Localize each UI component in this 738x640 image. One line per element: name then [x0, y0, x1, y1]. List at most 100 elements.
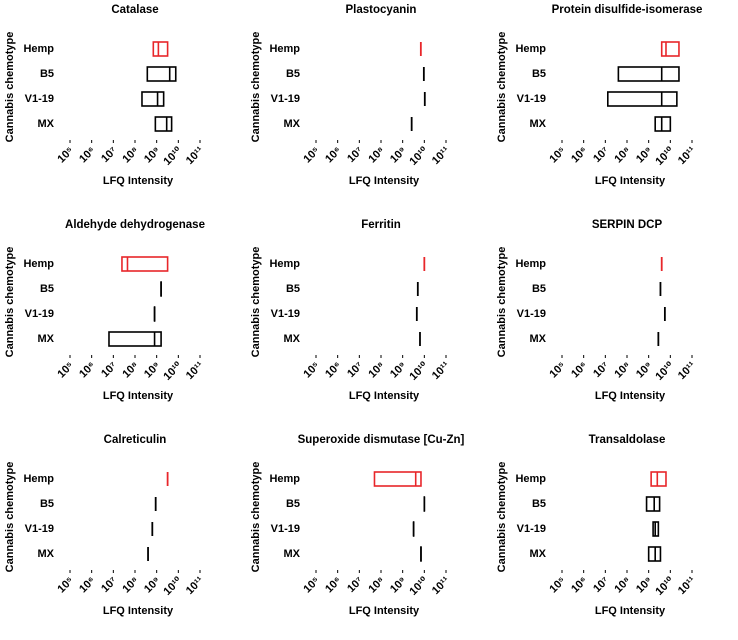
chart-title: Superoxide dismutase [Cu-Zn] — [298, 434, 465, 446]
x-tick-label: 10⁵ — [301, 145, 322, 166]
range-bar — [617, 66, 680, 82]
range-bar — [121, 256, 169, 272]
x-tick-label: 10⁸ — [612, 575, 633, 596]
range-bar — [660, 41, 680, 57]
x-tick-label: 10¹¹ — [676, 574, 699, 597]
x-tick-label: 10⁷ — [591, 574, 612, 595]
y-tick-label: V1-19 — [517, 523, 546, 535]
x-tick-label: 10⁸ — [366, 575, 387, 596]
x-tick-label: 10⁷ — [345, 359, 366, 380]
y-tick-label: MX — [284, 118, 301, 130]
x-tick-label: 10⁵ — [55, 145, 76, 166]
x-tick-label: 10⁶ — [323, 575, 344, 596]
y-tick-label: B5 — [286, 283, 300, 295]
x-tick-label: 10⁸ — [120, 360, 141, 381]
y-tick-label: V1-19 — [271, 523, 300, 535]
x-axis-label: LFQ Intensity — [103, 390, 174, 402]
x-tick-label: 10⁸ — [366, 360, 387, 381]
x-tick-label: 10⁷ — [99, 359, 120, 380]
y-tick-label: Hemp — [23, 43, 54, 55]
x-tick-label: 10¹¹ — [184, 359, 207, 382]
range-bar — [654, 116, 672, 132]
x-tick-label: 10¹¹ — [676, 359, 699, 382]
y-tick-label: B5 — [532, 498, 546, 510]
x-tick-label: 10⁷ — [591, 144, 612, 165]
x-tick-label: 10⁷ — [99, 574, 120, 595]
y-axis-label: Cannabis chemotype — [496, 247, 508, 358]
chart-title: Transaldolase — [589, 434, 666, 446]
x-tick-label: 10⁹ — [388, 360, 409, 381]
y-tick-label: Hemp — [515, 43, 546, 55]
chart-title: Calreticulin — [104, 434, 167, 446]
chart-title: Ferritin — [361, 219, 401, 231]
y-tick-label: Hemp — [515, 473, 546, 485]
range-bar — [650, 471, 667, 487]
x-axis-label: LFQ Intensity — [595, 390, 666, 402]
x-tick-label: 10¹⁰ — [407, 575, 430, 598]
x-tick-label: 10⁷ — [99, 144, 120, 165]
y-tick-label: V1-19 — [271, 308, 300, 320]
x-tick-label: 10¹¹ — [430, 359, 453, 382]
x-tick-label: 10⁵ — [547, 145, 568, 166]
range-bar — [373, 471, 422, 487]
y-axis-label: Cannabis chemotype — [250, 32, 262, 143]
x-tick-label: 10⁶ — [569, 575, 590, 596]
x-tick-label: 10⁹ — [388, 145, 409, 166]
y-tick-label: MX — [284, 548, 301, 560]
x-tick-label: 10¹¹ — [676, 144, 699, 167]
x-tick-label: 10¹¹ — [430, 144, 453, 167]
x-tick-label: 10⁶ — [77, 575, 98, 596]
x-tick-label: 10¹⁰ — [161, 145, 184, 168]
x-tick-label: 10¹⁰ — [407, 145, 430, 168]
y-axis-label: Cannabis chemotype — [4, 32, 16, 143]
x-tick-label: 10⁵ — [547, 360, 568, 381]
y-tick-label: B5 — [40, 283, 54, 295]
chart-title: SERPIN DCP — [592, 219, 663, 231]
y-tick-label: B5 — [532, 283, 546, 295]
x-tick-label: 10¹⁰ — [161, 575, 184, 598]
y-tick-label: V1-19 — [517, 308, 546, 320]
x-axis-label: LFQ Intensity — [595, 175, 666, 187]
x-tick-label: 10⁹ — [388, 575, 409, 596]
y-tick-label: V1-19 — [517, 93, 546, 105]
y-tick-label: MX — [530, 333, 547, 345]
x-tick-label: 10⁸ — [120, 575, 141, 596]
y-tick-label: MX — [530, 118, 547, 130]
x-tick-label: 10⁹ — [634, 360, 655, 381]
x-tick-label: 10¹⁰ — [653, 575, 676, 598]
x-tick-label: 10⁸ — [612, 145, 633, 166]
x-axis-label: LFQ Intensity — [349, 175, 420, 187]
y-axis-label: Cannabis chemotype — [496, 462, 508, 573]
y-tick-label: MX — [38, 548, 55, 560]
x-tick-label: 10¹¹ — [184, 574, 207, 597]
y-tick-label: Hemp — [269, 473, 300, 485]
x-axis-label: LFQ Intensity — [595, 605, 666, 617]
range-bar — [607, 91, 678, 107]
y-tick-label: MX — [284, 333, 301, 345]
x-tick-label: 10⁷ — [345, 574, 366, 595]
x-tick-label: 10⁵ — [301, 360, 322, 381]
y-tick-label: Hemp — [269, 43, 300, 55]
x-tick-label: 10⁶ — [323, 360, 344, 381]
x-tick-label: 10⁶ — [323, 145, 344, 166]
range-bar — [141, 91, 165, 107]
x-tick-label: 10⁶ — [77, 360, 98, 381]
y-tick-label: MX — [38, 333, 55, 345]
x-tick-label: 10⁷ — [345, 144, 366, 165]
x-tick-label: 10⁸ — [366, 145, 387, 166]
x-tick-label: 10⁹ — [142, 360, 163, 381]
y-tick-label: MX — [530, 548, 547, 560]
x-tick-label: 10⁶ — [77, 145, 98, 166]
y-tick-label: V1-19 — [25, 523, 54, 535]
range-bar — [146, 66, 177, 82]
y-axis-label: Cannabis chemotype — [250, 462, 262, 573]
y-tick-label: Hemp — [515, 258, 546, 270]
chart-title: Catalase — [111, 4, 158, 16]
y-tick-label: B5 — [532, 68, 546, 80]
range-bar — [645, 496, 661, 512]
y-tick-label: V1-19 — [271, 93, 300, 105]
y-tick-label: V1-19 — [25, 93, 54, 105]
x-tick-label: 10¹⁰ — [653, 145, 676, 168]
x-tick-label: 10¹¹ — [430, 574, 453, 597]
